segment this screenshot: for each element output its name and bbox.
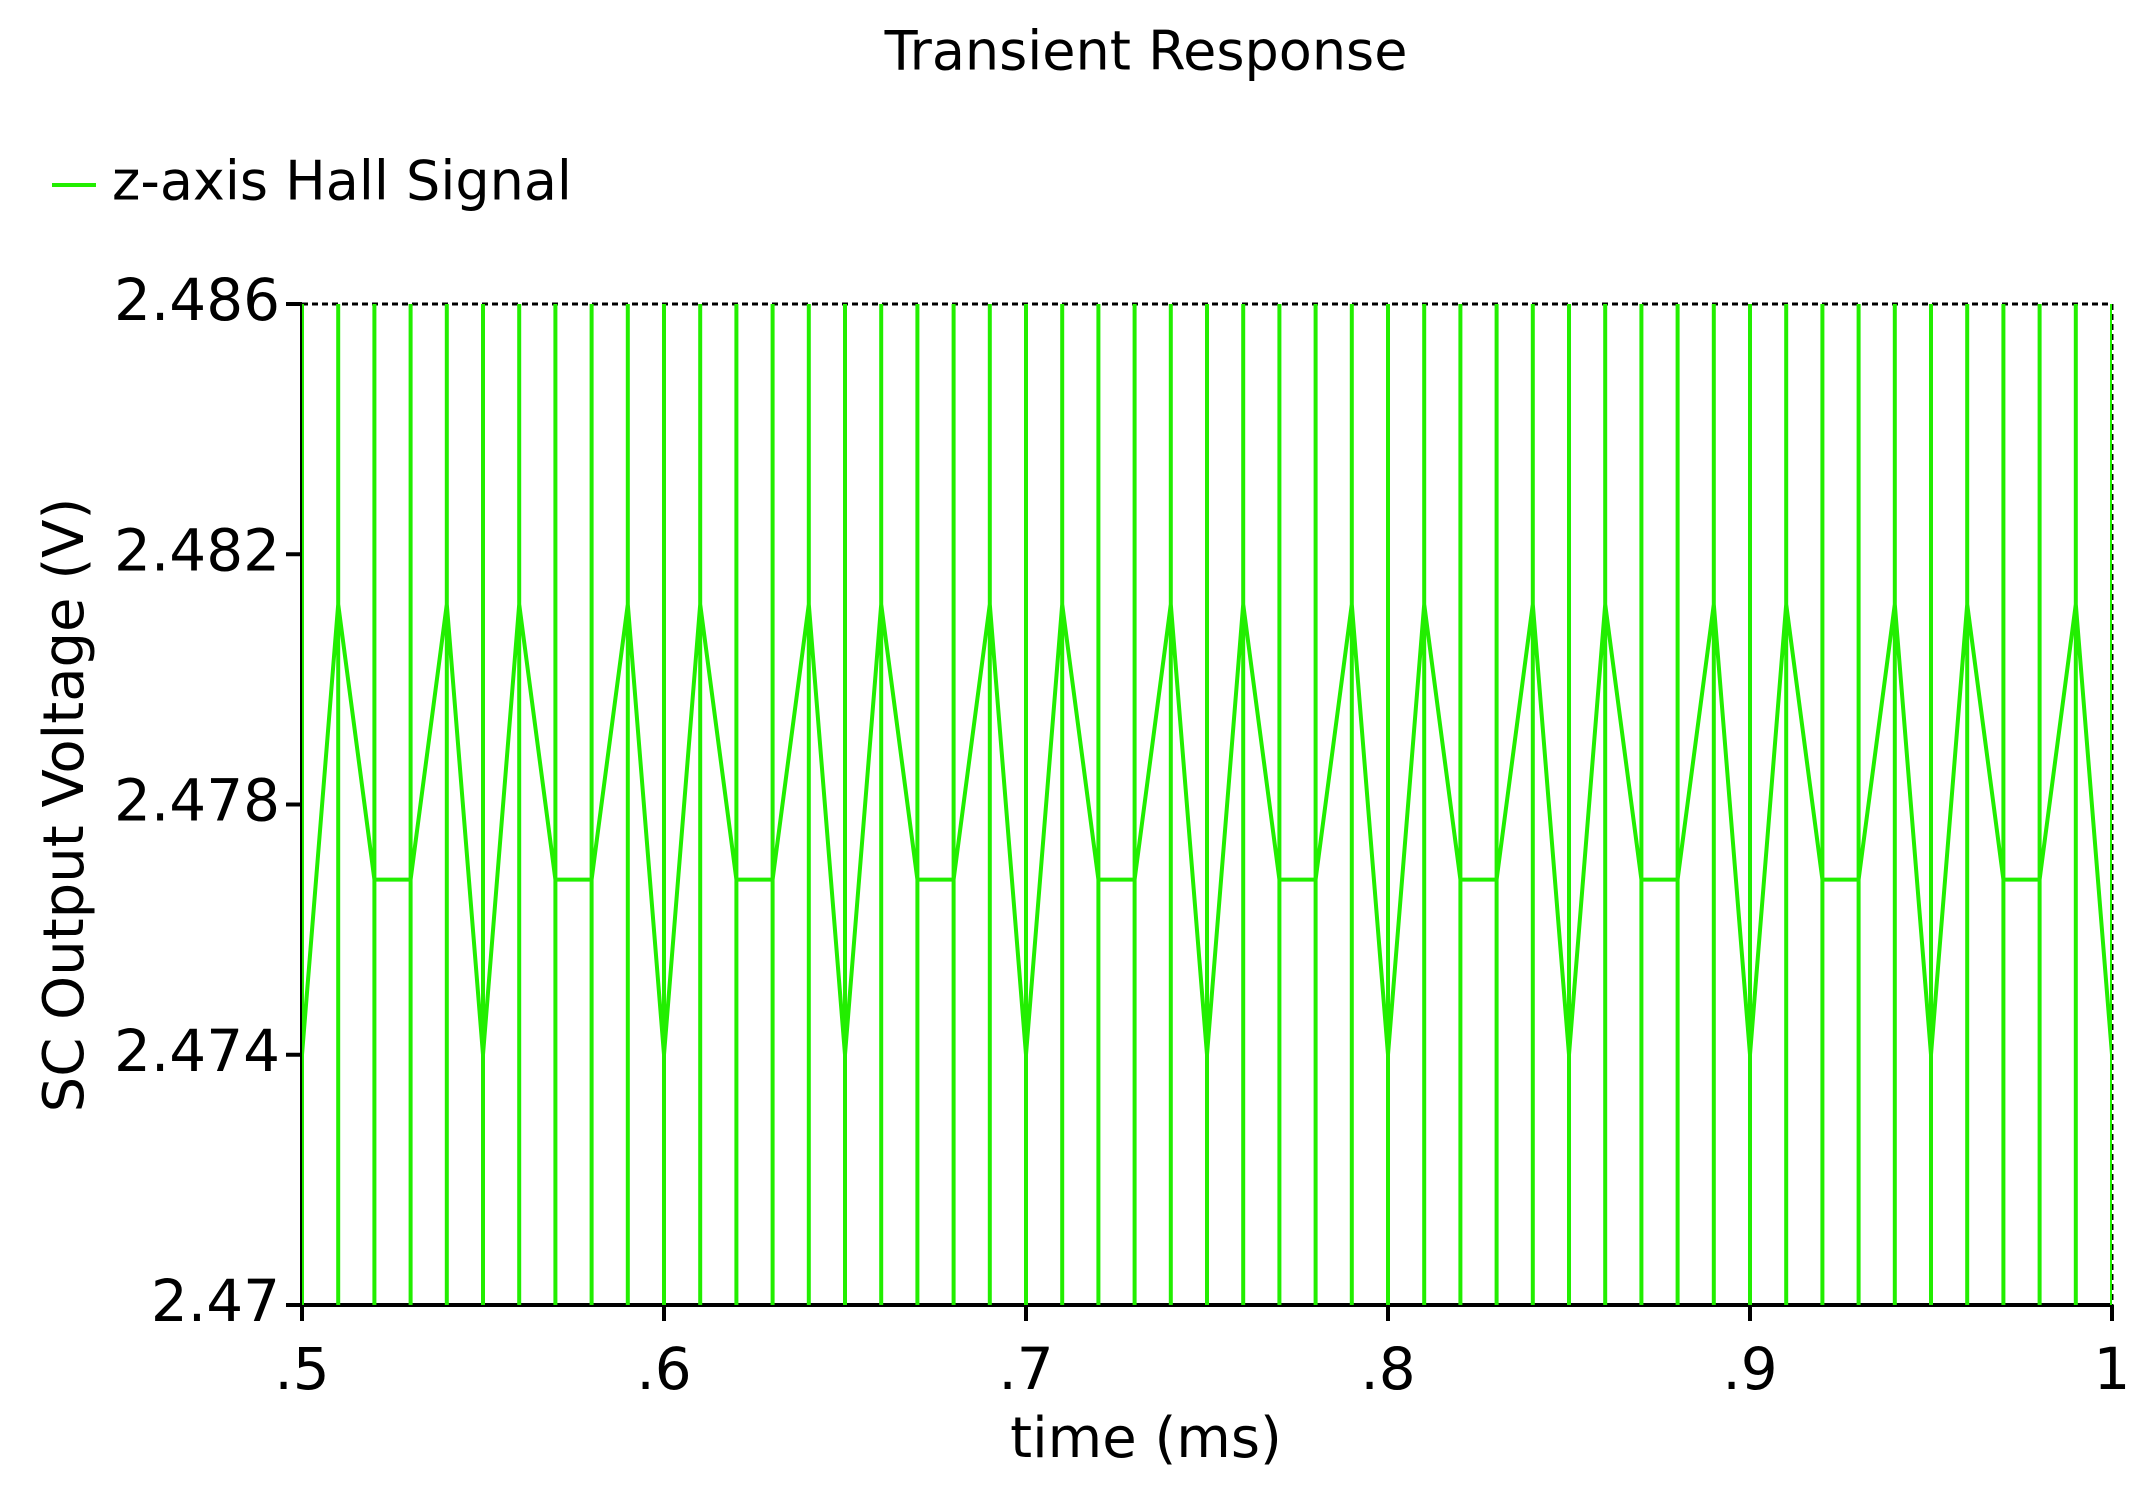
y-tick-label: 2.478 [114,767,280,835]
x-tick-label: .7 [998,1335,1053,1403]
chart-title: Transient Response [884,20,1408,83]
x-tick-label: .6 [636,1335,691,1403]
legend-label: z-axis Hall Signal [112,150,572,213]
y-tick-label: 2.474 [114,1017,280,1085]
y-axis-label: SC Output Voltage (V) [32,498,97,1113]
y-tick-label: 2.47 [151,1267,280,1335]
x-tick-label: .8 [1360,1335,1415,1403]
plot-area [302,304,2112,1305]
y-tick-label: 2.486 [114,266,280,334]
x-tick-label: 1 [2094,1335,2131,1403]
x-tick-label: .5 [274,1335,329,1403]
x-tick-label: .9 [1722,1335,1777,1403]
y-tick-label: 2.482 [114,516,280,584]
x-axis-label: time (ms) [1010,1406,1282,1471]
series-line [302,304,2112,1305]
